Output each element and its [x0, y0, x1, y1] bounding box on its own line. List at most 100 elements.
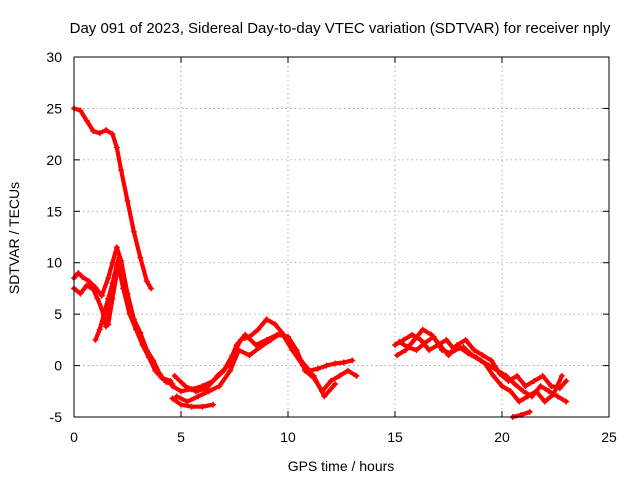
data-point: [447, 350, 454, 357]
data-point: [92, 336, 99, 343]
data-point: [490, 372, 497, 379]
data-point: [443, 336, 450, 343]
data-point: [421, 339, 428, 346]
data-point: [90, 128, 97, 135]
data-point: [522, 383, 529, 390]
data-point: [90, 286, 97, 293]
data-point: [550, 391, 557, 398]
data-point: [195, 393, 202, 400]
data-point: [257, 344, 264, 351]
data-point: [235, 347, 242, 354]
data-point: [139, 342, 146, 348]
data-point: [513, 372, 520, 379]
data-point: [439, 347, 446, 354]
data-point: [524, 393, 531, 400]
data-point: [83, 117, 90, 124]
data-point: [332, 360, 339, 367]
data-point: [77, 107, 84, 114]
chart-title: Day 091 of 2023, Sidereal Day-to-day VTE…: [70, 20, 611, 37]
data-point: [558, 372, 565, 379]
data-point: [546, 388, 553, 395]
data-point: [417, 336, 424, 343]
data-point: [94, 295, 101, 302]
y-axis-label: SDTVAR / TECUs: [6, 182, 22, 294]
data-point: [252, 342, 259, 348]
data-point: [246, 352, 253, 359]
series-line: [71, 106, 154, 291]
data-point: [182, 383, 189, 390]
data-point: [462, 336, 469, 343]
x-tick-label: 10: [280, 429, 296, 445]
series-track-i: [169, 395, 217, 410]
series-group: [71, 105, 570, 420]
data-point: [103, 127, 110, 134]
data-point: [471, 347, 478, 354]
data-point: [511, 381, 518, 388]
data-point: [400, 336, 407, 343]
data-point: [105, 321, 112, 328]
data-point: [411, 336, 418, 343]
x-axis-label: GPS time / hours: [288, 458, 395, 474]
data-point: [137, 254, 144, 261]
series-line: [397, 334, 565, 404]
data-point: [77, 290, 84, 297]
data-point: [124, 198, 131, 204]
data-point: [332, 381, 339, 388]
series-track-h: [173, 329, 339, 405]
data-point: [263, 316, 270, 323]
plot-frame: [73, 56, 610, 418]
axis-ticks: 0 5 10 15 20 25 -5 0 5 10 15 20 25 30: [46, 49, 617, 445]
data-point: [533, 388, 540, 395]
x-tick-label: 20: [494, 429, 510, 445]
data-point: [507, 388, 514, 395]
data-point: [520, 388, 527, 395]
data-point: [148, 285, 155, 292]
data-point: [314, 365, 321, 372]
data-point: [526, 408, 533, 415]
data-point: [488, 357, 495, 364]
data-point: [496, 370, 503, 377]
data-point: [321, 393, 328, 400]
y-tick-label: 20: [46, 152, 62, 168]
data-point: [340, 359, 347, 366]
data-point: [109, 259, 116, 266]
data-point: [192, 388, 199, 395]
data-point: [563, 378, 570, 384]
data-point: [349, 357, 356, 364]
data-point: [118, 167, 125, 174]
data-point: [430, 333, 437, 340]
data-point: [178, 401, 184, 408]
data-point: [310, 372, 317, 379]
data-point: [79, 274, 86, 281]
y-tick-label: 30: [46, 49, 62, 65]
data-point: [184, 398, 191, 405]
data-point: [473, 354, 480, 361]
data-point: [113, 244, 120, 251]
series-track-a: [71, 105, 155, 292]
x-tick-label: 25: [601, 429, 617, 445]
data-point: [120, 285, 127, 292]
data-point: [158, 374, 165, 381]
data-point: [169, 395, 176, 402]
data-point: [115, 254, 122, 261]
series-track-j: [392, 331, 570, 405]
data-point: [499, 383, 505, 390]
data-point: [152, 367, 159, 374]
data-point: [344, 367, 351, 374]
series-track-l: [396, 333, 565, 405]
x-tick-label: 0: [70, 429, 78, 445]
series-track-m: [509, 408, 533, 420]
data-point: [531, 378, 538, 384]
data-point: [118, 261, 125, 268]
data-point: [537, 383, 544, 390]
data-point: [109, 295, 116, 302]
data-point: [481, 360, 488, 367]
data-point: [548, 383, 555, 390]
y-tick-label: 15: [46, 203, 62, 219]
data-point: [541, 398, 548, 405]
data-point: [323, 362, 330, 369]
data-point: [336, 372, 343, 379]
data-point: [171, 372, 178, 379]
data-point: [113, 144, 120, 151]
